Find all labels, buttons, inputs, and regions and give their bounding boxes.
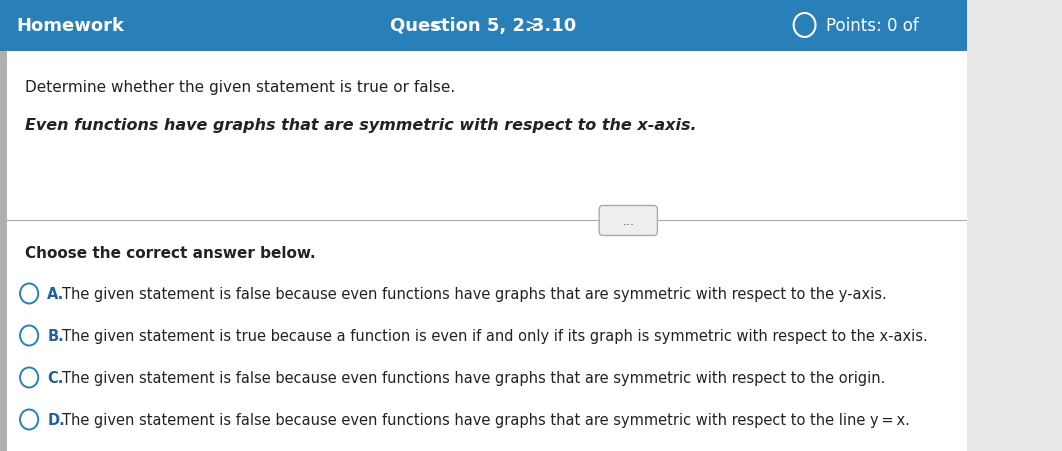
Text: The given statement is true because a function is even if and only if its graph : The given statement is true because a fu… xyxy=(62,328,927,343)
FancyBboxPatch shape xyxy=(7,52,966,451)
FancyBboxPatch shape xyxy=(0,52,7,451)
Text: <: < xyxy=(428,17,443,35)
FancyBboxPatch shape xyxy=(0,0,966,52)
Text: The given statement is false because even functions have graphs that are symmetr: The given statement is false because eve… xyxy=(62,412,910,427)
Text: D.: D. xyxy=(48,412,65,427)
Text: Choose the correct answer below.: Choose the correct answer below. xyxy=(25,246,316,261)
Text: Even functions have graphs that are symmetric with respect to the x-axis.: Even functions have graphs that are symm… xyxy=(25,118,697,133)
Text: A.: A. xyxy=(48,286,65,301)
FancyBboxPatch shape xyxy=(599,206,657,236)
Text: Question 5, 2.3.10: Question 5, 2.3.10 xyxy=(390,17,577,35)
Text: The given statement is false because even functions have graphs that are symmetr: The given statement is false because eve… xyxy=(62,370,886,385)
Text: ...: ... xyxy=(622,215,634,227)
Text: Homework: Homework xyxy=(16,17,124,35)
Text: The given statement is false because even functions have graphs that are symmetr: The given statement is false because eve… xyxy=(62,286,887,301)
Text: Determine whether the given statement is true or false.: Determine whether the given statement is… xyxy=(25,80,456,95)
Text: >: > xyxy=(525,17,538,35)
Text: Points: 0 of: Points: 0 of xyxy=(825,17,919,35)
Text: B.: B. xyxy=(48,328,64,343)
Text: C.: C. xyxy=(48,370,64,385)
